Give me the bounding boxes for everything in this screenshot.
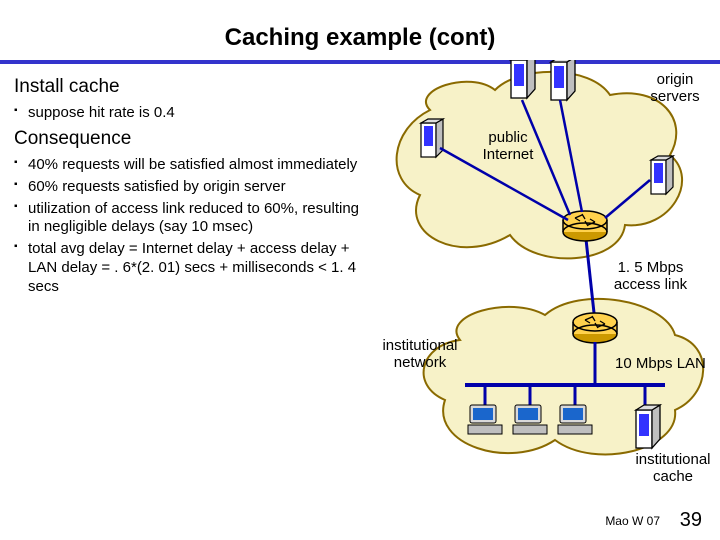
router-bottom bbox=[573, 313, 617, 343]
router-top bbox=[563, 211, 607, 241]
bullets-consequence: 40% requests will be satisfied almost im… bbox=[14, 156, 359, 299]
label-origin-servers: originservers bbox=[635, 72, 715, 105]
label-institutional-cache: institutionalcache bbox=[618, 452, 720, 485]
bullet-install-0: suppose hit rate is 0.4 bbox=[14, 104, 359, 123]
slide-title: Caching example (cont) bbox=[0, 24, 720, 52]
heading-install-cache: Install cache bbox=[14, 76, 120, 98]
origin-server-2 bbox=[551, 60, 575, 100]
bullet-consequence-3: total avg delay = Internet delay + acces… bbox=[14, 240, 359, 296]
institutional-cache-server bbox=[636, 405, 660, 448]
bullet-consequence-1: 60% requests satisfied by origin server bbox=[14, 178, 359, 197]
edge-server-left bbox=[421, 119, 443, 157]
bullets-install: suppose hit rate is 0.4 bbox=[14, 104, 359, 126]
heading-consequence: Consequence bbox=[14, 128, 131, 150]
footer-page-number: 39 bbox=[680, 509, 702, 532]
bullet-consequence-0: 40% requests will be satisfied almost im… bbox=[14, 156, 359, 175]
label-institutional-network: institutionalnetwork bbox=[365, 338, 475, 371]
label-public-internet: publicInternet bbox=[468, 130, 548, 163]
origin-server-1 bbox=[511, 60, 535, 98]
edge-server-right bbox=[651, 156, 673, 194]
footer-course: Mao W 07 bbox=[605, 514, 660, 528]
network-diagram: originservers publicInternet 1. 5 Mbpsac… bbox=[360, 60, 720, 490]
label-access-link: 1. 5 Mbpsaccess link bbox=[603, 260, 698, 293]
bullet-consequence-2: utilization of access link reduced to 60… bbox=[14, 200, 359, 238]
label-lan: 10 Mbps LAN bbox=[615, 356, 720, 373]
